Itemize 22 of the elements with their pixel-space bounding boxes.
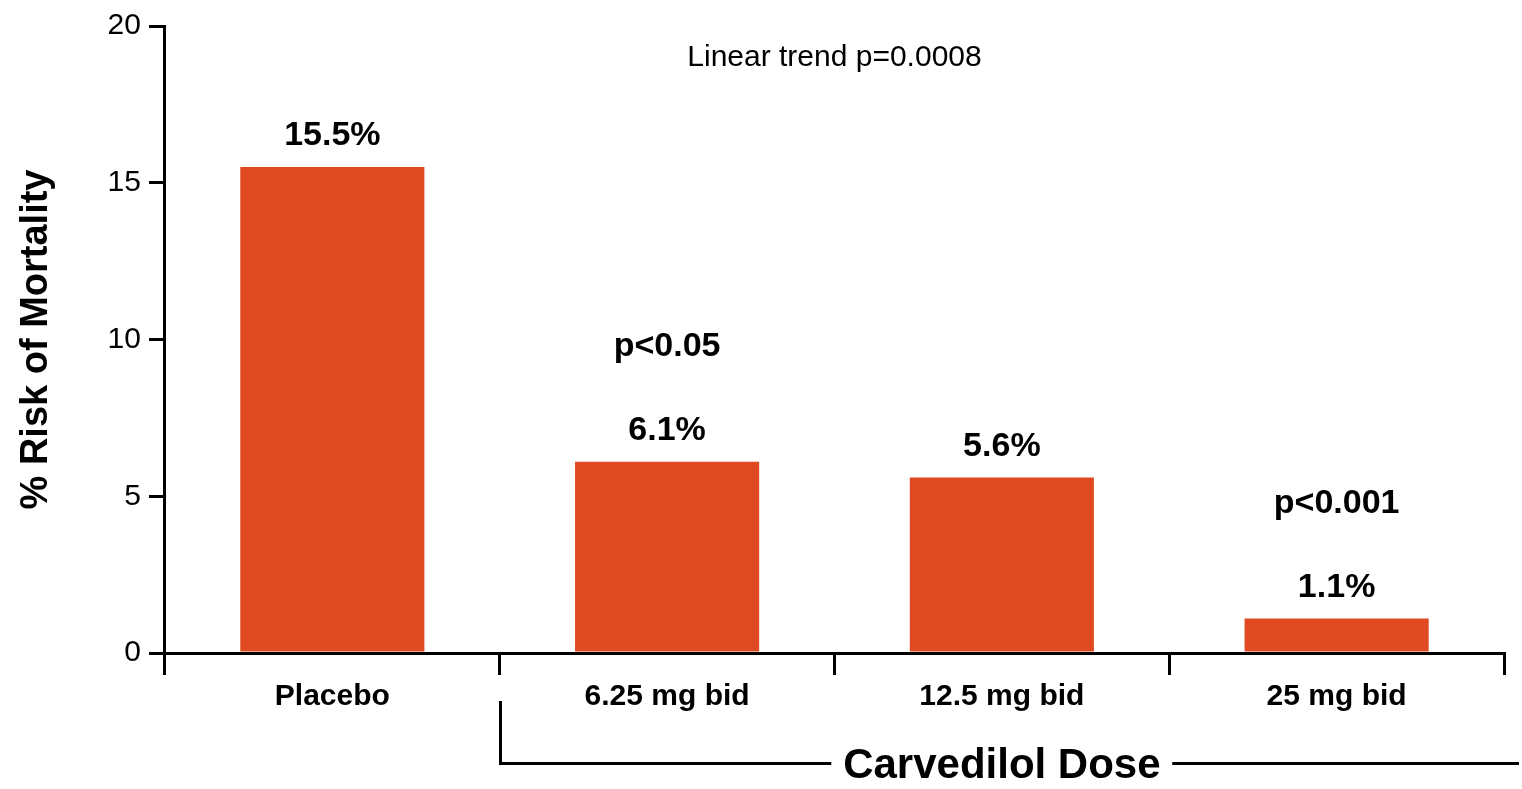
x-tick-label: 25 mg bid xyxy=(1266,678,1407,712)
data-label: 15.5% xyxy=(284,114,381,153)
annotation: Linear trend p=0.0008 xyxy=(687,39,982,73)
y-tick-label: 15 xyxy=(107,164,141,198)
data-label: 5.6% xyxy=(963,424,1041,463)
y-axis-title: % Risk of Mortality xyxy=(13,169,56,510)
x-axis-title: Carvedilol Dose xyxy=(831,740,1173,788)
x-tick-label: Placebo xyxy=(274,678,390,712)
y-tick-label: 10 xyxy=(107,320,141,354)
bar xyxy=(240,167,425,652)
x-tick-label: 12.5 mg bid xyxy=(919,678,1085,712)
bar xyxy=(909,477,1094,652)
annotation: p<0.05 xyxy=(613,325,721,364)
y-tick-label: 0 xyxy=(124,634,141,668)
bar xyxy=(1244,618,1429,652)
x-tick-label: 6.25 mg bid xyxy=(584,678,750,712)
y-tick-label: 20 xyxy=(107,7,141,41)
data-label: 1.1% xyxy=(1297,565,1376,604)
y-tick-label: 5 xyxy=(124,477,141,511)
bar xyxy=(575,461,760,652)
annotation: p<0.001 xyxy=(1273,481,1400,520)
data-label: 6.1% xyxy=(628,409,706,448)
